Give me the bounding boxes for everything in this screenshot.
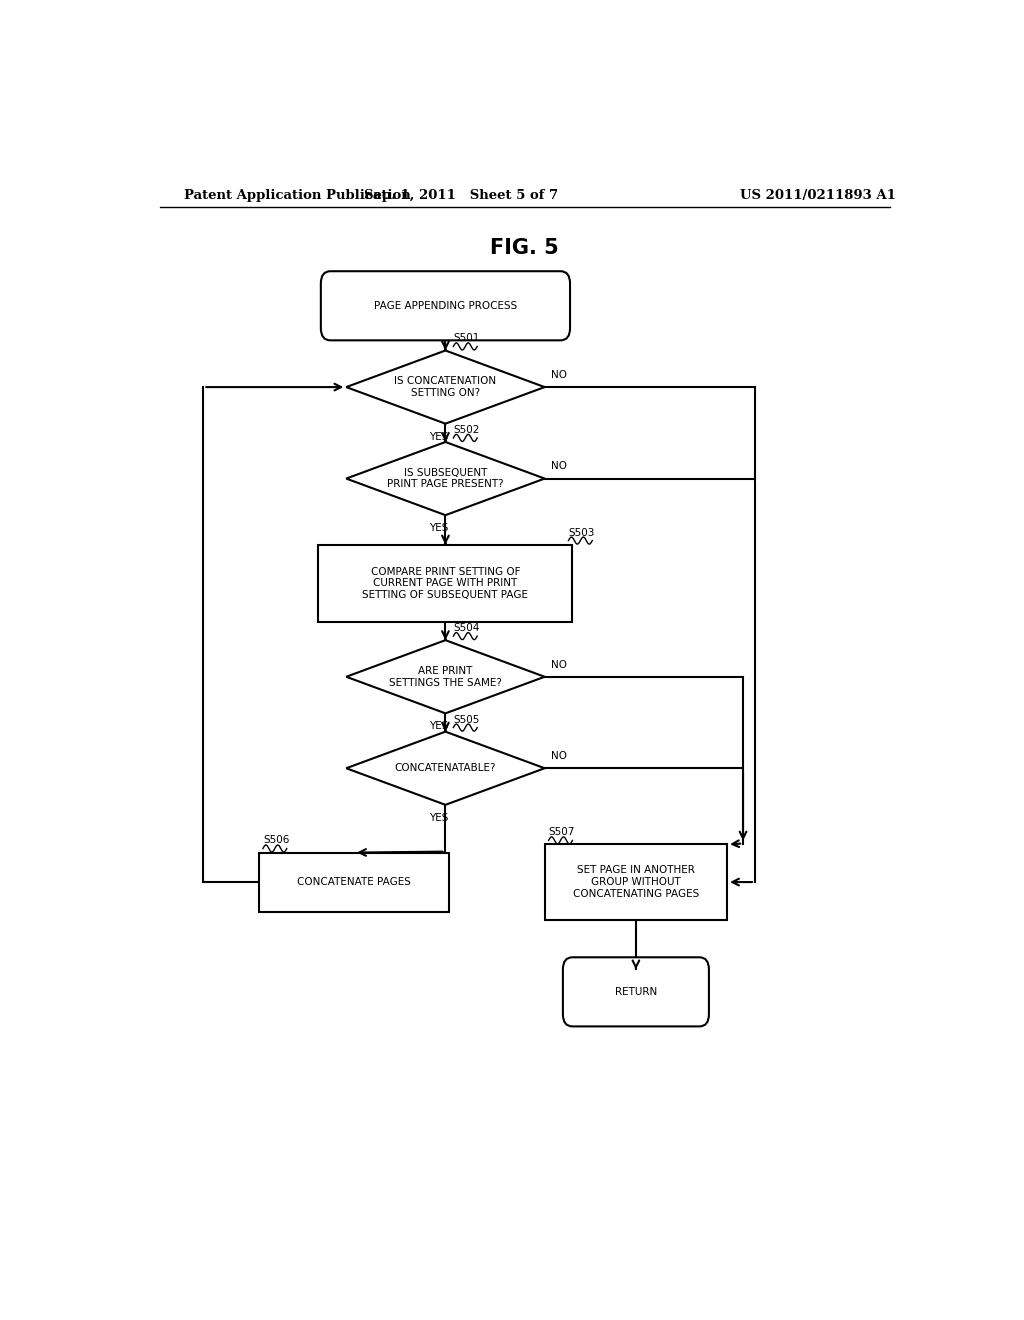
Polygon shape (346, 351, 545, 424)
Text: SET PAGE IN ANOTHER
GROUP WITHOUT
CONCATENATING PAGES: SET PAGE IN ANOTHER GROUP WITHOUT CONCAT… (572, 866, 699, 899)
Text: ARE PRINT
SETTINGS THE SAME?: ARE PRINT SETTINGS THE SAME? (389, 667, 502, 688)
Bar (259, 853, 450, 912)
Text: IS SUBSEQUENT
PRINT PAGE PRESENT?: IS SUBSEQUENT PRINT PAGE PRESENT? (387, 467, 504, 490)
Bar (318, 545, 572, 622)
Text: FIG. 5: FIG. 5 (490, 238, 559, 257)
FancyBboxPatch shape (563, 957, 709, 1027)
Text: CONCATENATE PAGES: CONCATENATE PAGES (297, 876, 411, 887)
Text: S507: S507 (549, 828, 575, 837)
Polygon shape (346, 442, 545, 515)
Text: S505: S505 (454, 714, 480, 725)
Text: S502: S502 (454, 425, 480, 434)
Text: S506: S506 (263, 836, 290, 846)
FancyBboxPatch shape (321, 271, 570, 341)
Polygon shape (346, 731, 545, 805)
Text: US 2011/0211893 A1: US 2011/0211893 A1 (740, 189, 896, 202)
Text: IS CONCATENATION
SETTING ON?: IS CONCATENATION SETTING ON? (394, 376, 497, 397)
Text: S504: S504 (454, 623, 480, 634)
Text: NO: NO (551, 462, 567, 471)
Text: S501: S501 (454, 334, 480, 343)
Text: RETURN: RETURN (614, 987, 657, 997)
Text: YES: YES (429, 523, 449, 533)
Text: YES: YES (429, 432, 449, 442)
Text: YES: YES (429, 813, 449, 822)
Text: YES: YES (429, 722, 449, 731)
Text: COMPARE PRINT SETTING OF
CURRENT PAGE WITH PRINT
SETTING OF SUBSEQUENT PAGE: COMPARE PRINT SETTING OF CURRENT PAGE WI… (362, 566, 528, 599)
Text: NO: NO (551, 660, 567, 669)
Text: NO: NO (551, 370, 567, 380)
Text: S503: S503 (568, 528, 595, 537)
Bar (545, 845, 727, 920)
Text: Sep. 1, 2011   Sheet 5 of 7: Sep. 1, 2011 Sheet 5 of 7 (365, 189, 558, 202)
Polygon shape (346, 640, 545, 713)
Text: PAGE APPENDING PROCESS: PAGE APPENDING PROCESS (374, 301, 517, 310)
Text: NO: NO (551, 751, 567, 762)
Text: Patent Application Publication: Patent Application Publication (183, 189, 411, 202)
Text: CONCATENATABLE?: CONCATENATABLE? (394, 763, 497, 774)
